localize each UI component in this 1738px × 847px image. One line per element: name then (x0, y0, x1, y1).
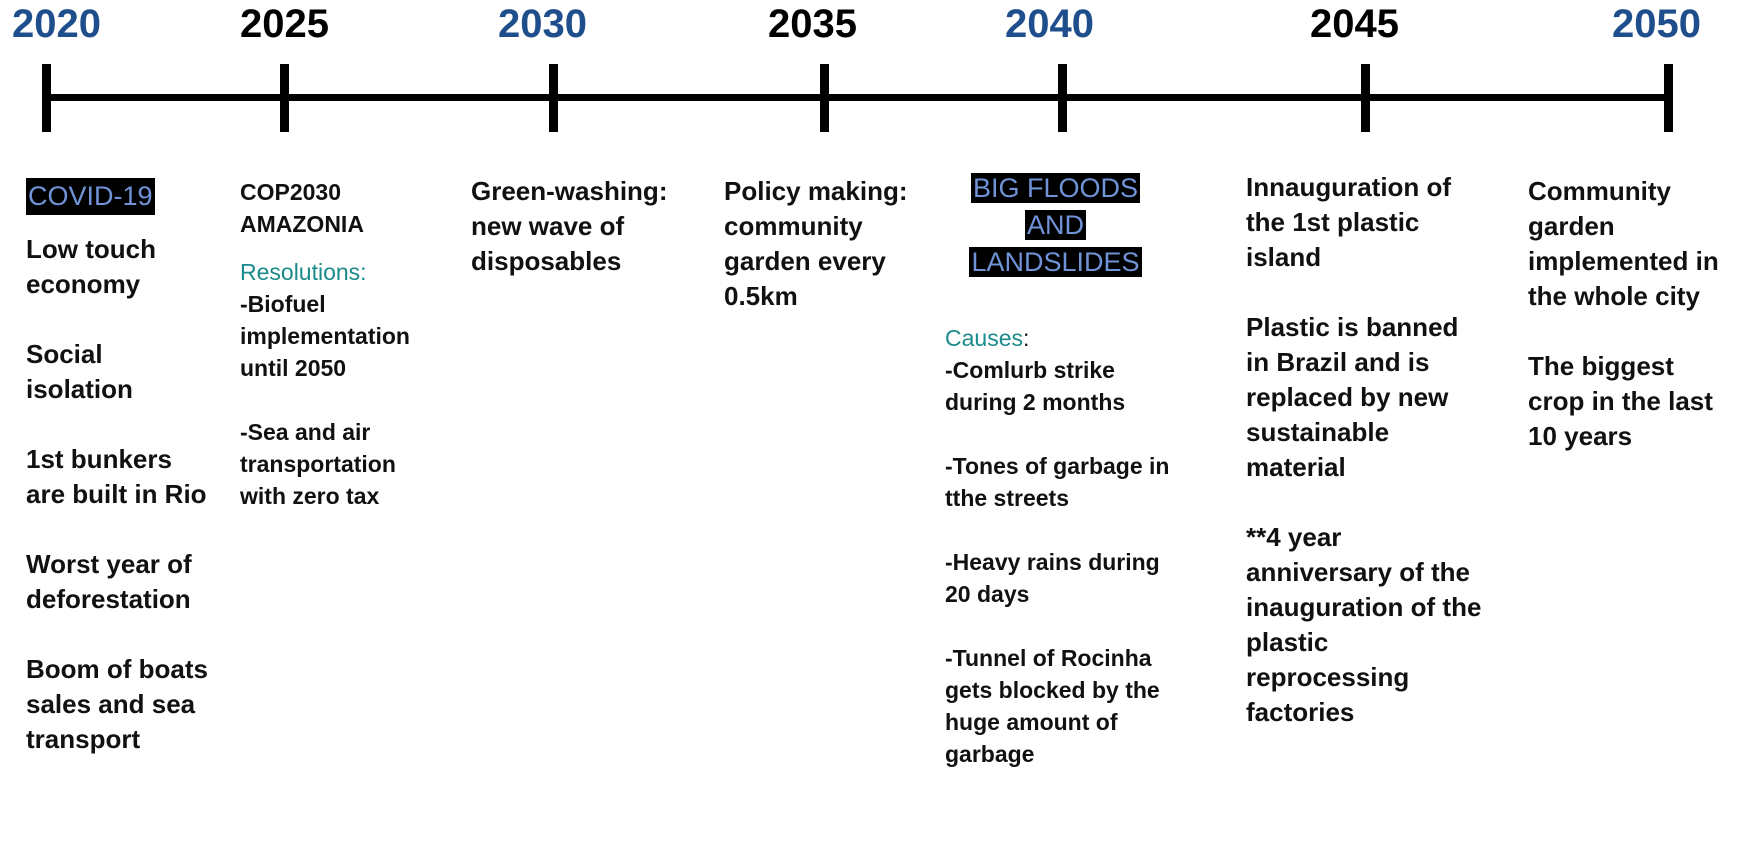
year-label-2030: 2030 (498, 2, 587, 46)
event-2020-item: 1st bunkers are built in Rio (26, 444, 207, 509)
event-tag-floods: BIG FLOODS AND LANDSLIDES (963, 170, 1148, 281)
year-label-2035: 2035 (768, 2, 857, 46)
events-2025: COP2030 AMAZONIA Resolutions: -Biofuel i… (240, 176, 440, 512)
event-2025-item: -Biofuel implementation until 2050 (240, 291, 410, 381)
event-2040-item: -Tones of garbage in tthe streets (945, 453, 1170, 511)
timeline-tick-2035 (820, 64, 829, 132)
timeline-tick-2045 (1361, 64, 1370, 132)
event-2045-item: Innauguration of the 1st plastic island (1246, 172, 1452, 272)
event-2035-item: Policy making: community garden every 0.… (724, 176, 908, 311)
timeline-axis (46, 94, 1668, 101)
year-label-2020: 2020 (12, 2, 101, 46)
event-2030-item: Green-washing: new wave of disposables (471, 176, 668, 276)
events-2045: Innauguration of the 1st plastic island … (1246, 170, 1488, 730)
events-2020: COVID-19 Low touch economy Social isolat… (26, 178, 216, 757)
event-2020-item: Social isolation (26, 339, 133, 404)
year-label-2050: 2050 (1612, 2, 1701, 46)
event-2040-item: -Heavy rains during 20 days (945, 549, 1160, 607)
event-2020-item: Boom of boats sales and sea transport (26, 654, 208, 754)
event-2045-item: **4 year anniversary of the inauguration… (1246, 522, 1482, 727)
timeline-tick-2020 (42, 64, 51, 132)
year-label-2045: 2045 (1310, 2, 1399, 46)
floods-tag-line: BIG FLOODS (970, 173, 1141, 203)
causes-label-row: Causes: (945, 322, 1170, 354)
resolutions-label: Resolutions: (240, 259, 367, 285)
floods-tag-line: AND (1024, 210, 1086, 240)
timeline-tick-2025 (280, 64, 289, 132)
event-2050-item: Community garden implemented in the whol… (1528, 176, 1719, 311)
event-2025-title: COP2030 AMAZONIA (240, 179, 364, 237)
events-2050: Community garden implemented in the whol… (1528, 174, 1734, 454)
event-2020-item: Worst year of deforestation (26, 549, 192, 614)
floods-tag-line: LANDSLIDES (969, 247, 1142, 277)
event-tag-covid: COVID-19 (26, 178, 155, 215)
event-2045-item: Plastic is banned in Brazil and is repla… (1246, 312, 1459, 482)
causes-label: Causes (945, 325, 1023, 351)
timeline-tick-2040 (1058, 64, 1067, 132)
event-2050-item: The biggest crop in the last 10 years (1528, 351, 1713, 451)
events-2040: Causes: -Comlurb strike during 2 months … (945, 322, 1170, 770)
year-label-2040: 2040 (1005, 2, 1094, 46)
event-2025-item: -Sea and air transportation with zero ta… (240, 419, 396, 509)
timeline-tick-2030 (549, 64, 558, 132)
events-2030: Green-washing: new wave of disposables (471, 174, 686, 279)
year-label-2025: 2025 (240, 2, 329, 46)
event-2020-item: Low touch economy (26, 234, 156, 299)
events-2035: Policy making: community garden every 0.… (724, 174, 934, 314)
event-2040-item: -Tunnel of Rocinha gets blocked by the h… (945, 645, 1160, 767)
causes-colon: : (1022, 325, 1030, 351)
timeline-tick-2050 (1664, 64, 1673, 132)
event-2040-item: -Comlurb strike during 2 months (945, 357, 1126, 415)
